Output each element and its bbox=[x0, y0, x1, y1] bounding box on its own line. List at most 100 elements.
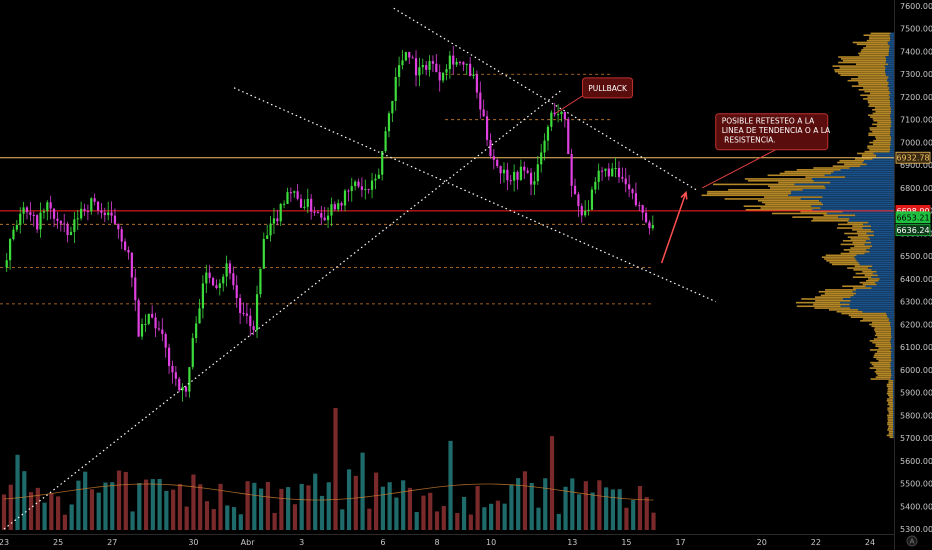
profile-bar bbox=[833, 170, 894, 173]
profile-bar bbox=[857, 76, 889, 78]
candle-body bbox=[181, 387, 184, 391]
candle-body bbox=[401, 60, 404, 66]
candle-body bbox=[543, 140, 546, 153]
candle-body bbox=[154, 317, 157, 329]
candle-body bbox=[232, 273, 235, 286]
profile-bar bbox=[874, 329, 892, 331]
profile-bar bbox=[847, 79, 888, 82]
candle-body bbox=[242, 312, 245, 314]
profile-bar bbox=[892, 423, 894, 426]
profile-bar bbox=[831, 172, 894, 175]
price-tick-label: 6200.00 bbox=[900, 320, 932, 329]
profile-bar bbox=[875, 110, 892, 113]
profile-bar bbox=[868, 38, 891, 40]
profile-bar bbox=[815, 300, 851, 302]
volume-bar bbox=[529, 482, 534, 530]
volume-bar bbox=[353, 475, 358, 530]
candle-body bbox=[269, 223, 272, 236]
candle-body bbox=[638, 205, 641, 207]
volume-bar bbox=[326, 482, 331, 530]
candle-body bbox=[272, 218, 276, 224]
profile-bar bbox=[890, 129, 894, 131]
candle-body bbox=[523, 166, 526, 171]
profile-bar bbox=[890, 338, 894, 340]
profile-bar bbox=[876, 283, 894, 286]
profile-bar bbox=[873, 119, 891, 122]
candle-body bbox=[557, 114, 560, 116]
profile-bar bbox=[889, 48, 894, 51]
profile-bar bbox=[889, 405, 894, 408]
profile-bar bbox=[842, 298, 894, 300]
profile-bar bbox=[890, 139, 894, 142]
profile-bar bbox=[885, 70, 894, 73]
candle-body bbox=[52, 208, 56, 219]
profile-bar bbox=[868, 236, 894, 238]
profile-bar bbox=[891, 121, 894, 124]
candle-body bbox=[560, 111, 563, 115]
candle-body bbox=[374, 178, 377, 181]
profile-bar bbox=[802, 189, 894, 191]
candle-body bbox=[120, 229, 123, 242]
profile-bar bbox=[850, 238, 871, 240]
profile-bar bbox=[877, 121, 892, 124]
volume-bar bbox=[434, 511, 440, 530]
tradingview-logo-icon[interactable]: A bbox=[906, 535, 918, 547]
profile-bar bbox=[701, 194, 789, 197]
candle-body bbox=[452, 55, 455, 65]
profile-bar bbox=[888, 94, 894, 97]
profile-bar bbox=[890, 114, 894, 117]
candle-body bbox=[367, 188, 370, 190]
volume-bar bbox=[292, 504, 298, 530]
profile-bar bbox=[891, 347, 894, 349]
profile-bar bbox=[887, 390, 894, 393]
candle-body bbox=[289, 192, 292, 194]
profile-bar bbox=[890, 149, 894, 151]
profile-bar bbox=[872, 272, 894, 275]
volume-bar bbox=[299, 483, 304, 530]
profile-bar bbox=[858, 83, 889, 86]
volume-bar bbox=[28, 492, 34, 530]
price-tick-label: 7100.00 bbox=[900, 116, 932, 125]
candle-body bbox=[306, 198, 309, 207]
profile-bar bbox=[887, 423, 893, 426]
profile-bar bbox=[891, 110, 894, 113]
profile-bar bbox=[813, 179, 894, 182]
profile-bar bbox=[888, 88, 894, 91]
profile-bar bbox=[887, 421, 893, 424]
volume-average-line bbox=[3, 483, 654, 501]
profile-bar bbox=[890, 105, 894, 107]
profile-bar bbox=[890, 130, 894, 133]
time-tick-label: 8 bbox=[434, 538, 439, 547]
candle-body bbox=[590, 189, 594, 210]
profile-bar bbox=[814, 307, 851, 309]
candle-body bbox=[73, 219, 76, 232]
profile-bar bbox=[876, 270, 894, 273]
profile-bar bbox=[876, 372, 892, 375]
volume-bar bbox=[604, 487, 609, 530]
profile-bar bbox=[888, 412, 894, 415]
candle-body bbox=[354, 181, 357, 187]
profile-bar bbox=[852, 229, 871, 231]
profile-bar bbox=[893, 407, 894, 409]
profile-bar bbox=[800, 210, 843, 213]
profile-bar bbox=[852, 225, 872, 228]
profile-bar bbox=[888, 401, 894, 404]
volume-bar bbox=[610, 489, 616, 530]
profile-bar bbox=[866, 249, 894, 251]
profile-bar bbox=[859, 263, 894, 266]
candle-body bbox=[63, 223, 66, 225]
price-tick-label: 6400.00 bbox=[900, 275, 932, 284]
candlesticks bbox=[5, 46, 654, 402]
profile-bar bbox=[834, 68, 886, 71]
profile-bar bbox=[840, 74, 886, 77]
volume-bar bbox=[96, 492, 101, 530]
profile-bar bbox=[889, 436, 894, 439]
profile-bar bbox=[875, 345, 892, 348]
profile-bar bbox=[886, 400, 893, 402]
candle-body bbox=[391, 100, 394, 114]
profile-bar bbox=[851, 85, 888, 87]
profile-bar bbox=[876, 154, 894, 157]
profile-bar bbox=[852, 290, 894, 293]
profile-bar bbox=[890, 38, 894, 40]
